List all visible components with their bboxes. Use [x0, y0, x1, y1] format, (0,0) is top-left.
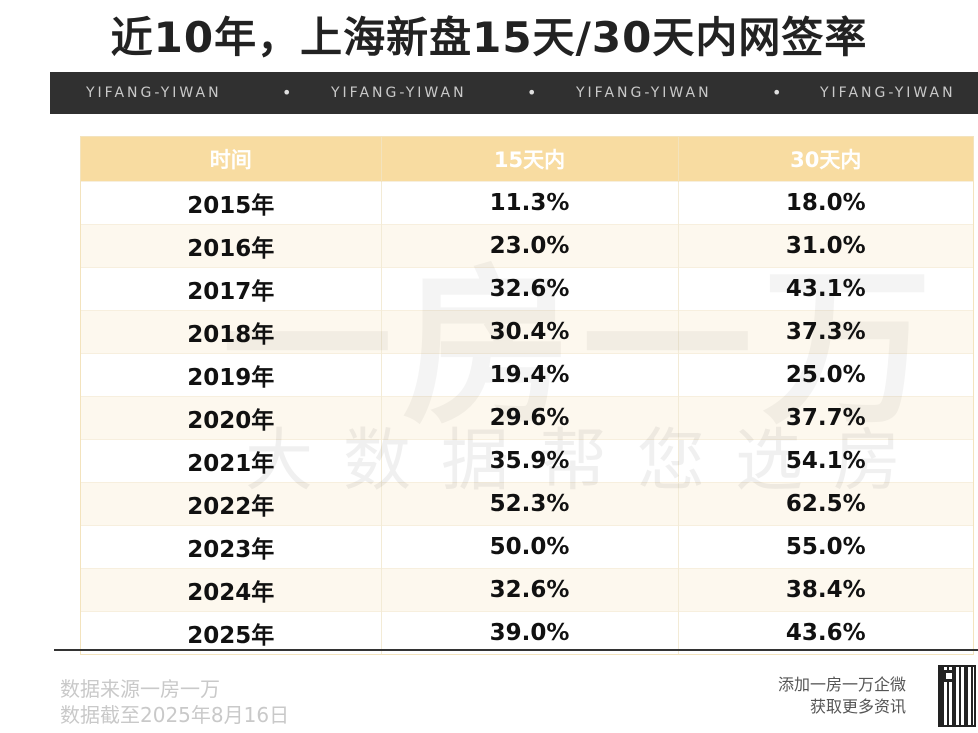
header-15-days: 15天内	[381, 137, 679, 182]
table-row: 2024年 32.6% 38.4%	[81, 568, 973, 612]
cell-15-days: 32.6%	[381, 568, 679, 612]
cell-year: 2023年	[81, 525, 382, 569]
cell-30-days: 37.3%	[678, 310, 973, 354]
footer-divider	[54, 649, 978, 651]
page-title: 近10年，上海新盘15天/30天内网签率	[110, 13, 868, 62]
table-row: 2021年 35.9% 54.1%	[81, 439, 973, 483]
date-line: 数据截至2025年8月16日	[60, 703, 290, 727]
cell-15-days: 32.6%	[381, 267, 679, 311]
banner-text: YIFANG-YIWAN	[820, 85, 956, 101]
cell-30-days: 25.0%	[678, 353, 973, 397]
cell-15-days: 39.0%	[381, 611, 679, 654]
table-row: 2018年 30.4% 37.3%	[81, 310, 973, 354]
brand-banner: YIFANG-YIWAN • YIFANG-YIWAN • YIFANG-YIW…	[50, 72, 978, 114]
cell-30-days: 43.1%	[678, 267, 973, 311]
cell-30-days: 55.0%	[678, 525, 973, 569]
signing-rate-table: 时间 15天内 30天内 2015年 11.3% 18.0% 2016年 23.…	[80, 136, 974, 655]
table-row: 2025年 39.0% 43.6%	[81, 611, 973, 654]
cell-30-days: 31.0%	[678, 224, 973, 268]
cell-15-days: 50.0%	[381, 525, 679, 569]
data-source-note: 数据来源一房一万 数据截至2025年8月16日	[60, 676, 289, 728]
cell-15-days: 23.0%	[381, 224, 679, 268]
cell-30-days: 38.4%	[678, 568, 973, 612]
cell-15-days: 30.4%	[381, 310, 679, 354]
banner-separator: •	[282, 83, 295, 102]
cell-30-days: 54.1%	[678, 439, 973, 483]
cell-30-days: 18.0%	[678, 181, 973, 225]
banner-text: YIFANG-YIWAN	[86, 85, 222, 101]
source-line: 数据来源一房一万	[60, 677, 220, 701]
cell-year: 2015年	[81, 181, 382, 225]
cell-15-days: 19.4%	[381, 353, 679, 397]
banner-text: YIFANG-YIWAN	[576, 85, 712, 101]
contact-line: 获取更多资讯	[809, 697, 906, 716]
qr-finder-icon	[943, 670, 955, 682]
table-row: 2017年 32.6% 43.1%	[81, 267, 973, 311]
table-row: 2016年 23.0% 31.0%	[81, 224, 973, 268]
cell-year: 2020年	[81, 396, 382, 440]
header-time: 时间	[81, 137, 382, 182]
banner-separator: •	[772, 83, 785, 102]
contact-line: 添加一房一万企微	[777, 675, 906, 694]
cell-year: 2016年	[81, 224, 382, 268]
cell-year: 2018年	[81, 310, 382, 354]
cell-year: 2021年	[81, 439, 382, 483]
table-row: 2019年 19.4% 25.0%	[81, 353, 973, 397]
banner-separator: •	[527, 83, 540, 102]
header-30-days: 30天内	[678, 137, 973, 182]
cell-15-days: 29.6%	[381, 396, 679, 440]
table-row: 2020年 29.6% 37.7%	[81, 396, 973, 440]
cell-year: 2022年	[81, 482, 382, 526]
cell-30-days: 43.6%	[678, 611, 973, 654]
banner-text: YIFANG-YIWAN	[331, 85, 467, 101]
contact-note: 添加一房一万企微 获取更多资讯	[778, 674, 906, 718]
table-row: 2023年 50.0% 55.0%	[81, 525, 973, 569]
table-row: 2015年 11.3% 18.0%	[81, 181, 973, 225]
cell-year: 2017年	[81, 267, 382, 311]
cell-30-days: 37.7%	[678, 396, 973, 440]
qr-code-icon[interactable]	[938, 665, 976, 727]
cell-30-days: 62.5%	[678, 482, 973, 526]
cell-year: 2025年	[81, 611, 382, 654]
cell-15-days: 52.3%	[381, 482, 679, 526]
cell-15-days: 35.9%	[381, 439, 679, 483]
table-row: 2022年 52.3% 62.5%	[81, 482, 973, 526]
table-header-row: 时间 15天内 30天内	[81, 137, 973, 182]
cell-year: 2024年	[81, 568, 382, 612]
cell-15-days: 11.3%	[381, 181, 679, 225]
cell-year: 2019年	[81, 353, 382, 397]
